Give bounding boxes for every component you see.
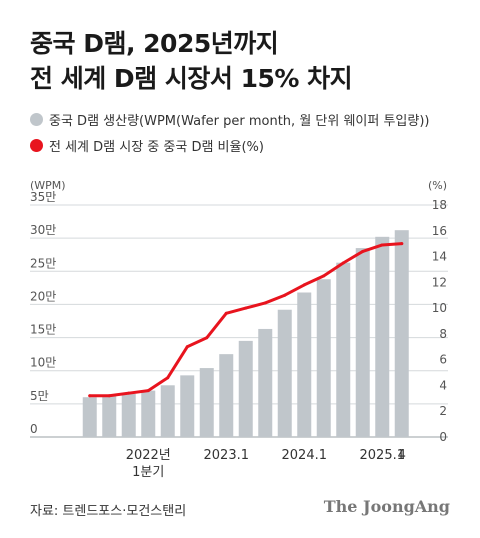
bar — [394, 230, 409, 437]
left-tick-label: 10만 — [30, 356, 56, 370]
gray-circle-icon — [30, 112, 43, 126]
line-point — [185, 345, 189, 349]
publisher-logo: The JoongAng — [323, 497, 450, 516]
bar — [82, 397, 97, 437]
bar — [199, 368, 214, 437]
line-point — [302, 283, 306, 287]
line-point — [224, 311, 228, 315]
left-tick-label: 15만 — [30, 323, 56, 337]
x-tick-label: 1분기 — [132, 465, 164, 480]
right-tick-label: 0 — [439, 430, 447, 444]
bar — [141, 390, 156, 437]
bar — [355, 248, 370, 437]
legend-label-share: 전 세계 D램 시장 중 중국 D램 비율(%) — [49, 139, 264, 155]
bar — [258, 328, 273, 437]
legend: 중국 D램 생산량(WPM(Wafer per month, 월 단위 웨이퍼 … — [30, 106, 430, 158]
line-point — [341, 261, 345, 265]
x-tick-label: 2025.1 — [360, 448, 406, 463]
left-tick-label: 5만 — [30, 389, 49, 403]
line-point — [263, 301, 267, 305]
right-tick-label: 6 — [439, 353, 447, 367]
line-point — [88, 394, 92, 398]
source-note: 자료: 트렌드포스·모건스탠리 — [30, 504, 187, 519]
line-point — [107, 394, 111, 398]
right-axis-unit: (%) — [428, 179, 447, 192]
line-point — [400, 242, 404, 246]
chart-title-line-2: 전 세계 D램 시장서 15% 차지 — [30, 64, 353, 93]
chart-title-line-1: 중국 D램, 2025년까지 — [30, 29, 279, 58]
red-circle-icon — [30, 138, 43, 152]
line-point — [146, 389, 150, 393]
legend-item-share: 전 세계 D램 시장 중 중국 D램 비율(%) — [30, 132, 430, 158]
line-point — [166, 376, 170, 380]
left-tick-label: 0 — [30, 422, 38, 436]
right-tick-label: 12 — [432, 275, 447, 289]
x-tick-label: 2022년 — [126, 448, 171, 463]
line-point — [283, 293, 287, 297]
line-point — [127, 391, 131, 395]
bar — [102, 395, 117, 437]
x-tick-label: 2023.1 — [204, 448, 250, 463]
line-point — [322, 274, 326, 278]
left-tick-label: 30만 — [30, 223, 56, 237]
right-tick-label: 18 — [432, 198, 447, 212]
line-point — [205, 336, 209, 340]
line-point — [380, 243, 384, 247]
right-tick-label: 10 — [432, 301, 447, 315]
right-tick-label: 2 — [439, 404, 447, 418]
right-tick-label: 4 — [439, 378, 447, 392]
right-tick-label: 16 — [432, 224, 447, 238]
right-tick-label: 8 — [439, 327, 447, 341]
x-tick-label: 4 — [398, 448, 406, 463]
left-tick-label: 35만 — [30, 190, 56, 204]
x-tick-label: 2024.1 — [282, 448, 328, 463]
line-point — [361, 249, 365, 253]
bar — [297, 292, 312, 437]
bar — [238, 340, 253, 437]
legend-label-production: 중국 D램 생산량(WPM(Wafer per month, 월 단위 웨이퍼 … — [49, 113, 430, 129]
chart-title: 중국 D램, 2025년까지 전 세계 D램 시장서 15% 차지 — [30, 26, 353, 96]
bar — [375, 236, 390, 437]
bar — [219, 354, 234, 437]
bar — [277, 309, 292, 437]
bar — [121, 393, 136, 437]
left-tick-label: 25만 — [30, 256, 56, 270]
right-tick-label: 14 — [432, 250, 447, 264]
left-tick-label: 20만 — [30, 289, 56, 303]
bar — [336, 262, 351, 437]
bar — [160, 385, 175, 437]
legend-item-production: 중국 D램 생산량(WPM(Wafer per month, 월 단위 웨이퍼 … — [30, 106, 430, 132]
bar — [180, 375, 195, 437]
left-axis-unit: (WPM) — [30, 179, 66, 192]
line-point — [244, 306, 248, 310]
bar — [316, 279, 331, 437]
